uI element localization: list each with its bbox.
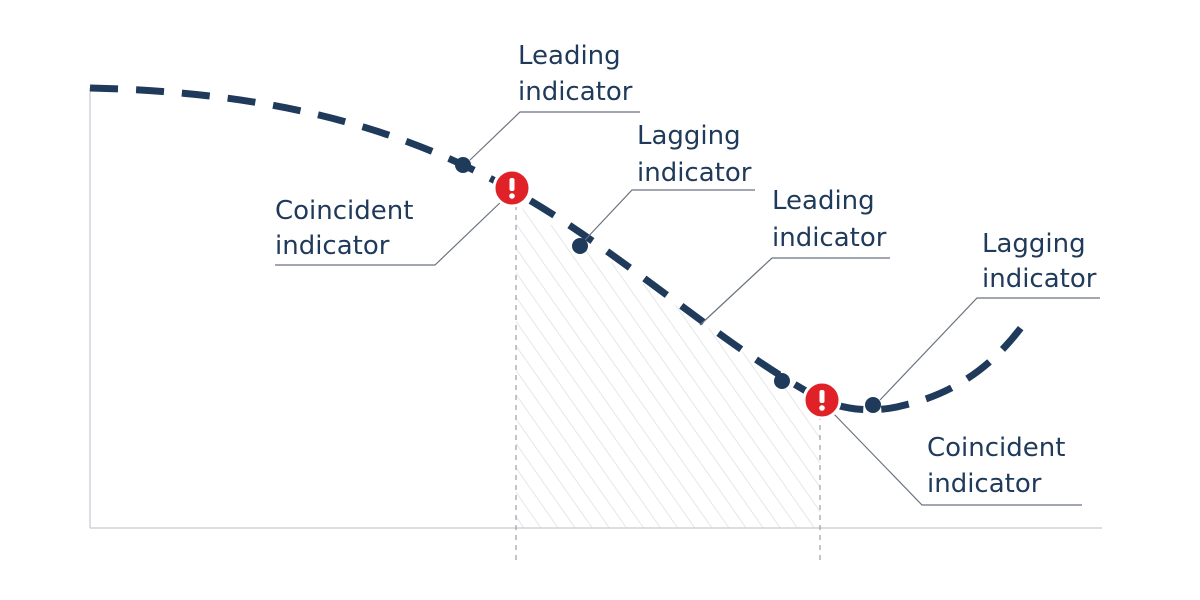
label: Coincident <box>927 433 1065 463</box>
curve <box>89 84 1033 414</box>
label: Coincident <box>275 196 413 226</box>
alert-icon <box>492 168 532 208</box>
label: indicator <box>772 223 887 253</box>
label: Lagging <box>982 229 1086 259</box>
hatched-area <box>516 205 820 528</box>
label: Leading <box>518 41 621 71</box>
label: indicator <box>637 158 752 188</box>
alert-icon <box>802 380 842 420</box>
label: indicator <box>927 469 1042 499</box>
dots <box>455 157 881 413</box>
label: indicator <box>275 231 390 261</box>
label: Lagging <box>637 121 741 151</box>
label: indicator <box>982 264 1097 294</box>
label: Leading <box>772 186 875 216</box>
label: indicator <box>518 77 633 107</box>
leader-lines <box>275 111 1100 506</box>
